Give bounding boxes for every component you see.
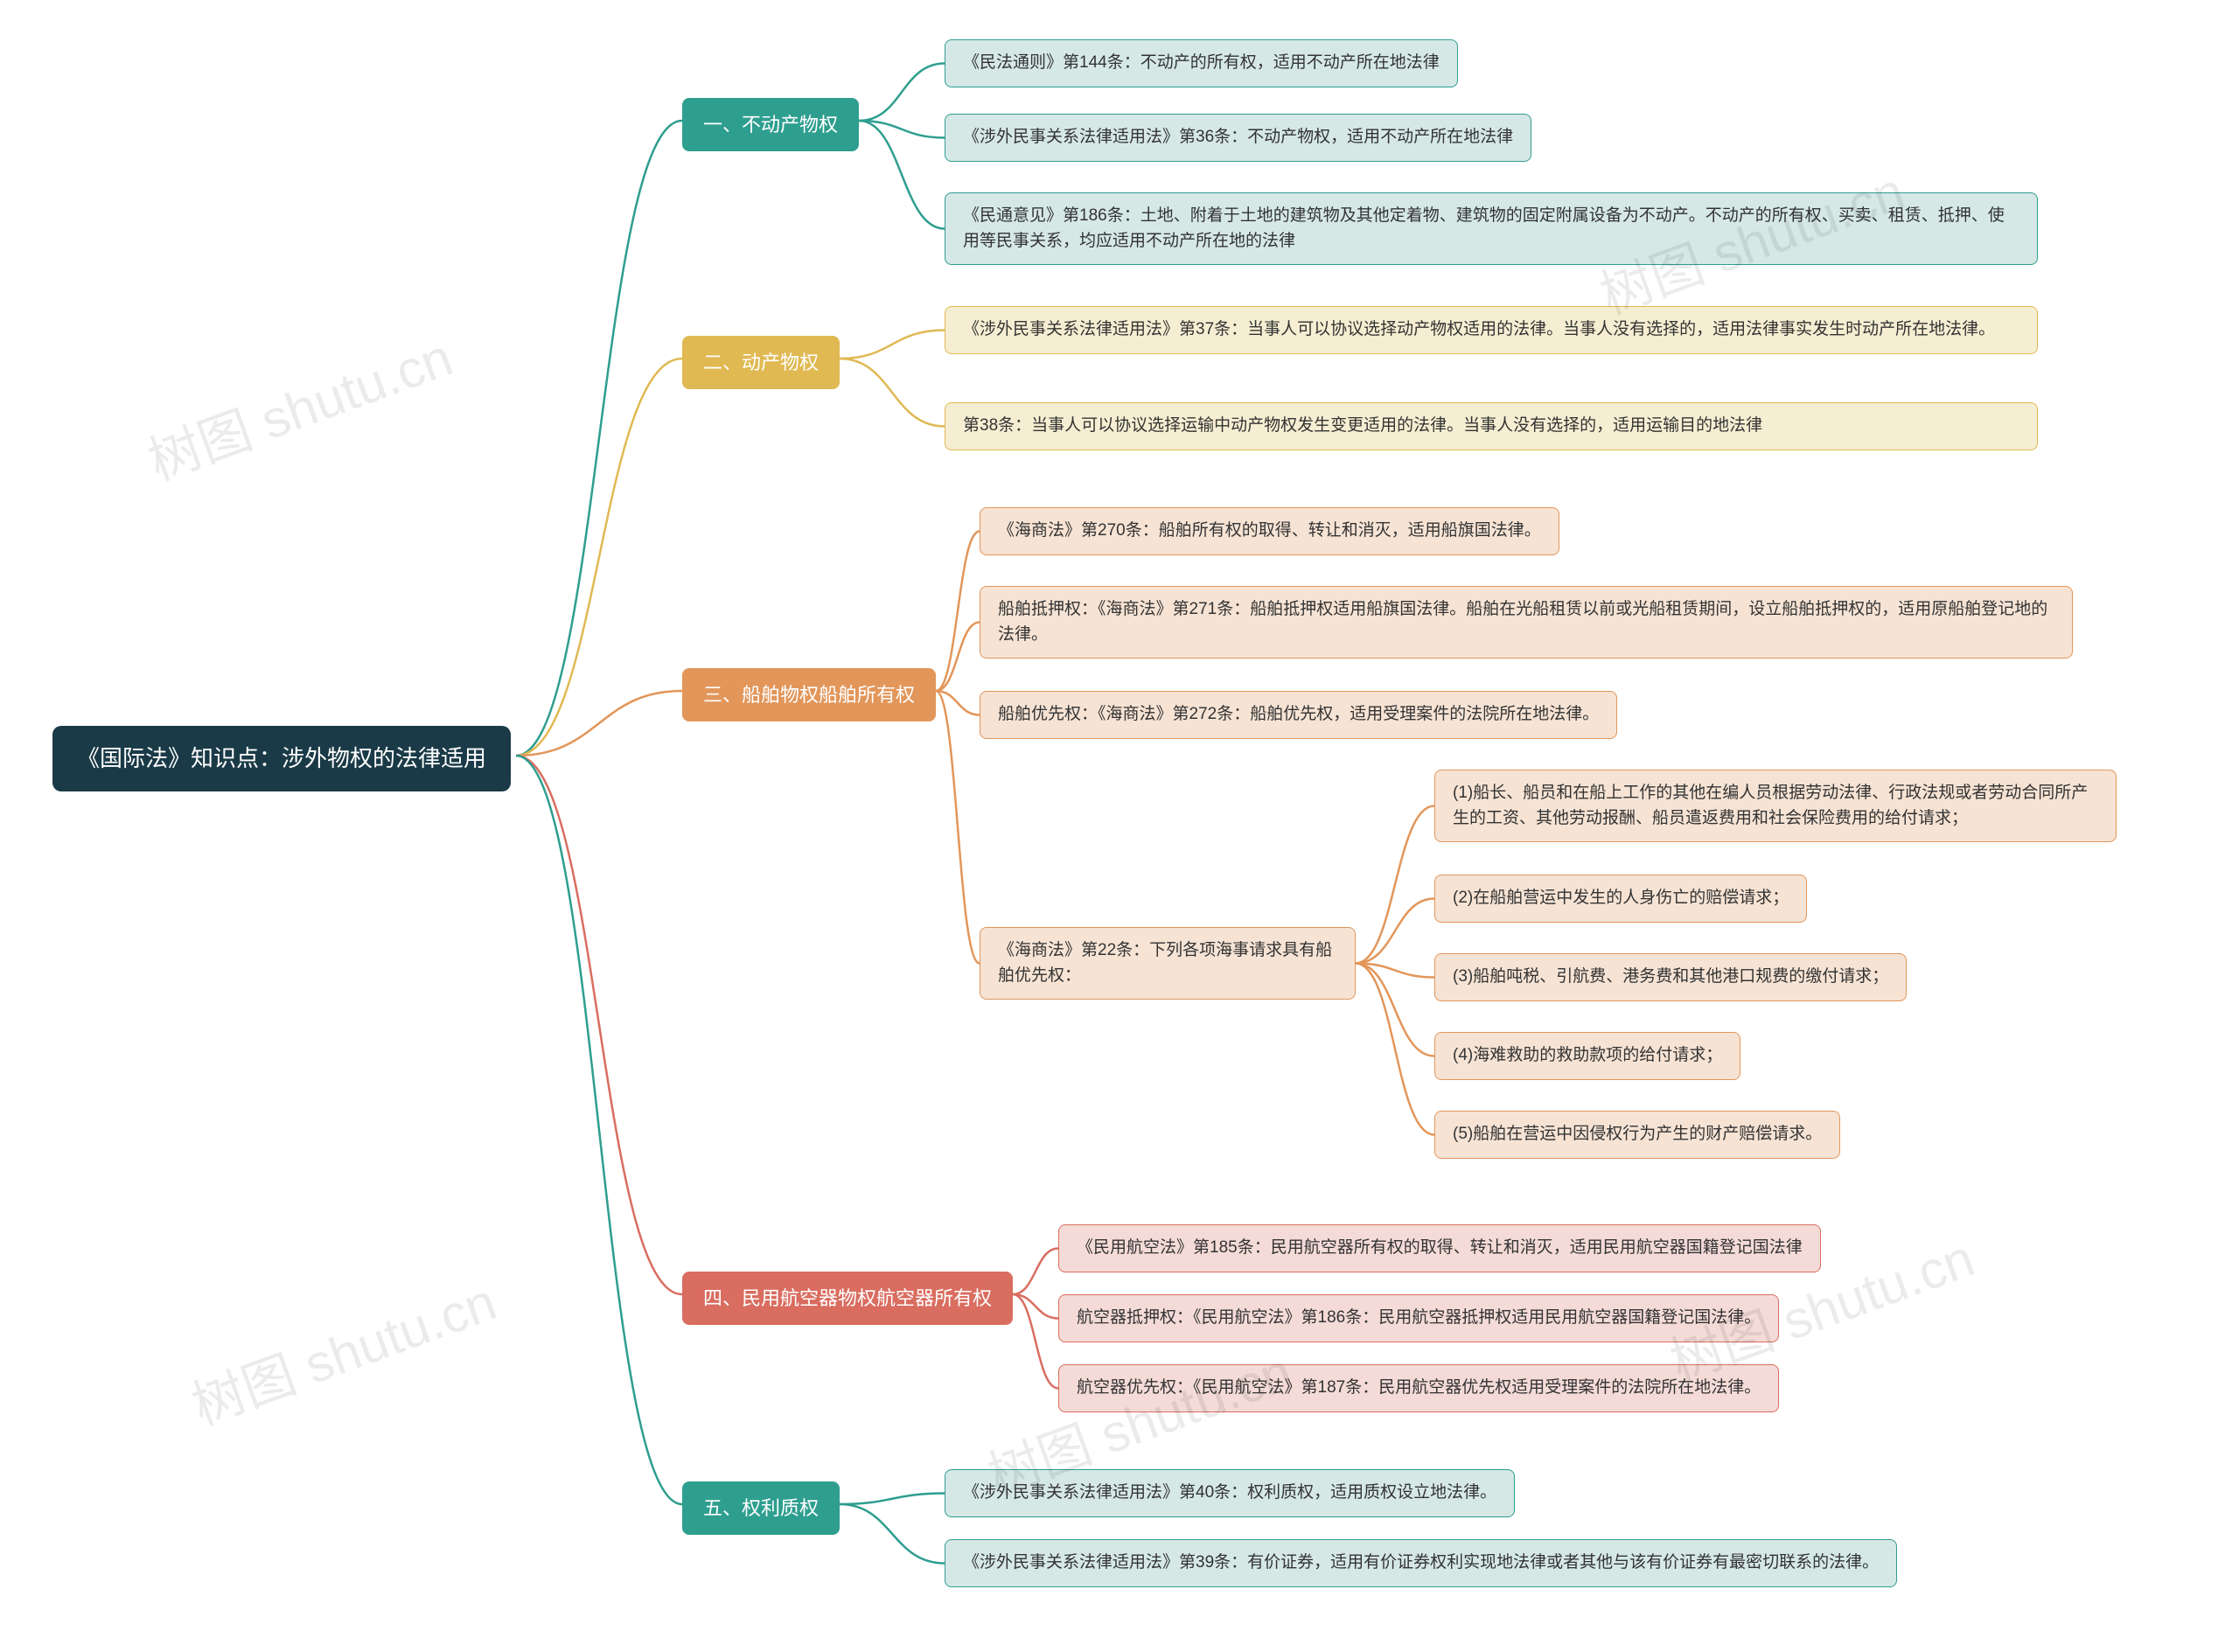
leaf-node: 《民通意见》第186条：土地、附着于土地的建筑物及其他定着物、建筑物的固定附属设… bbox=[945, 192, 2038, 265]
leaf-node: 船舶抵押权：《海商法》第271条：船舶抵押权适用船旗国法律。船舶在光船租赁以前或… bbox=[980, 586, 2073, 659]
branch-node: 五、权利质权 bbox=[682, 1481, 840, 1535]
leaf-node: (5)船舶在营运中因侵权行为产生的财产赔偿请求。 bbox=[1434, 1111, 1840, 1159]
leaf-node: 《海商法》第270条：船舶所有权的取得、转让和消灭，适用船旗国法律。 bbox=[980, 507, 1559, 555]
leaf-node: 《涉外民事关系法律适用法》第39条：有价证券，适用有价证券权利实现地法律或者其他… bbox=[945, 1539, 1897, 1587]
leaf-node: (2)在船舶营运中发生的人身伤亡的赔偿请求； bbox=[1434, 875, 1807, 923]
watermark: 树图 shutu.cn bbox=[136, 315, 461, 495]
leaf-node: 船舶优先权：《海商法》第272条：船舶优先权，适用受理案件的法院所在地法律。 bbox=[980, 691, 1617, 739]
leaf-node: (1)船长、船员和在船上工作的其他在编人员根据劳动法律、行政法规或者劳动合同所产… bbox=[1434, 770, 2117, 842]
branch-node: 四、民用航空器物权航空器所有权 bbox=[682, 1272, 1013, 1325]
leaf-node: 《涉外民事关系法律适用法》第40条：权利质权，适用质权设立地法律。 bbox=[945, 1469, 1515, 1517]
branch-node: 二、动产物权 bbox=[682, 336, 840, 389]
leaf-node: 《海商法》第22条：下列各项海事请求具有船舶优先权： bbox=[980, 927, 1356, 1000]
leaf-node: 《涉外民事关系法律适用法》第37条：当事人可以协议选择动产物权适用的法律。当事人… bbox=[945, 306, 2038, 354]
leaf-node: 航空器优先权：《民用航空法》第187条：民用航空器优先权适用受理案件的法院所在地… bbox=[1058, 1364, 1779, 1412]
leaf-node: 《涉外民事关系法律适用法》第36条：不动产物权，适用不动产所在地法律 bbox=[945, 114, 1531, 162]
leaf-node: (4)海难救助的救助款项的给付请求； bbox=[1434, 1032, 1740, 1080]
leaf-node: 航空器抵押权：《民用航空法》第186条：民用航空器抵押权适用民用航空器国籍登记国… bbox=[1058, 1294, 1779, 1342]
leaf-node: 《民法通则》第144条：不动产的所有权，适用不动产所在地法律 bbox=[945, 39, 1458, 87]
leaf-node: 第38条：当事人可以协议选择运输中动产物权发生变更适用的法律。当事人没有选择的，… bbox=[945, 402, 2038, 450]
watermark: 树图 shutu.cn bbox=[180, 1259, 505, 1439]
leaf-node: 《民用航空法》第185条：民用航空器所有权的取得、转让和消灭，适用民用航空器国籍… bbox=[1058, 1224, 1821, 1272]
root-node: 《国际法》知识点：涉外物权的法律适用 bbox=[52, 726, 511, 791]
branch-node: 三、船舶物权船舶所有权 bbox=[682, 668, 936, 721]
branch-node: 一、不动产物权 bbox=[682, 98, 859, 151]
leaf-node: (3)船舶吨税、引航费、港务费和其他港口规费的缴付请求； bbox=[1434, 953, 1907, 1001]
